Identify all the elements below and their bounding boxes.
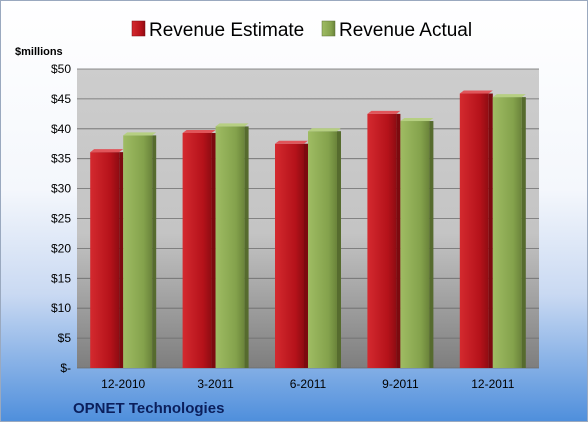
bar-face	[215, 126, 245, 368]
bar-side	[337, 131, 341, 368]
legend-swatch-actual	[321, 20, 336, 37]
bar-face	[308, 131, 337, 368]
bar-estimate	[275, 140, 308, 368]
bar-face	[459, 93, 489, 368]
bar-actual	[215, 123, 249, 368]
bar-actual	[492, 94, 526, 368]
bar-face	[123, 135, 153, 368]
y-axis-unit-label: $millions	[15, 46, 63, 58]
y-axis-ticks: $- $5 $10 $15 $20 $25 $30 $35 $40 $45 $50	[51, 62, 71, 375]
legend-label-estimate: Revenue Estimate	[149, 20, 304, 41]
company-name: OPNET Technologies	[73, 400, 224, 417]
y-tick-label: $-	[60, 361, 71, 375]
bar-top	[400, 118, 434, 122]
x-axis-ticks: 12-2010 3-2011 6-2011 9-2011 12-2011	[101, 377, 515, 391]
bar-side	[119, 152, 124, 368]
bar-estimate	[367, 110, 401, 368]
bar-face	[275, 143, 304, 368]
bar-top	[275, 140, 308, 144]
bar-side	[152, 135, 157, 368]
y-tick-label: $20	[51, 241, 71, 255]
bar-face	[90, 152, 120, 368]
bar-top	[182, 129, 216, 133]
bar-top	[367, 110, 401, 114]
y-tick-label: $5	[58, 331, 72, 345]
bar-face	[182, 132, 212, 368]
y-tick-label: $15	[51, 271, 71, 285]
legend-swatch-estimate	[131, 20, 146, 37]
bar-actual	[400, 118, 434, 368]
legend: Revenue Estimate Revenue Actual	[131, 20, 472, 41]
bar-side	[396, 113, 401, 368]
bar-top	[492, 94, 526, 98]
x-tick-label: 3-2011	[197, 377, 234, 391]
y-tick-label: $30	[51, 182, 71, 196]
legend-label-actual: Revenue Actual	[339, 20, 472, 41]
y-tick-label: $45	[51, 92, 71, 106]
y-tick-label: $35	[51, 152, 71, 166]
y-tick-label: $40	[51, 122, 71, 136]
bar-face	[400, 121, 430, 368]
bar-side	[244, 126, 249, 368]
bar-actual	[123, 132, 157, 368]
bar-estimate	[182, 129, 216, 368]
bar-side	[211, 132, 216, 368]
x-tick-label: 9-2011	[382, 377, 419, 391]
bar-top	[123, 132, 157, 136]
bar-top	[215, 123, 249, 127]
x-tick-label: 12-2010	[101, 377, 145, 391]
y-tick-label: $50	[51, 62, 71, 76]
bar-face	[367, 113, 397, 368]
bar-actual	[308, 128, 341, 368]
bar-estimate	[90, 149, 124, 368]
y-tick-label: $25	[51, 212, 71, 226]
bars	[90, 90, 526, 368]
x-tick-label: 6-2011	[290, 377, 327, 391]
x-tick-label: 12-2011	[471, 377, 514, 391]
bar-estimate	[459, 90, 493, 368]
bar-side	[521, 97, 526, 368]
bar-top	[90, 149, 124, 153]
bar-top	[308, 128, 341, 132]
bar-top	[459, 90, 493, 94]
bar-side	[429, 121, 434, 368]
bar-side	[488, 93, 493, 368]
y-tick-label: $10	[51, 301, 71, 315]
bar-face	[492, 97, 522, 368]
bar-side	[304, 143, 308, 368]
